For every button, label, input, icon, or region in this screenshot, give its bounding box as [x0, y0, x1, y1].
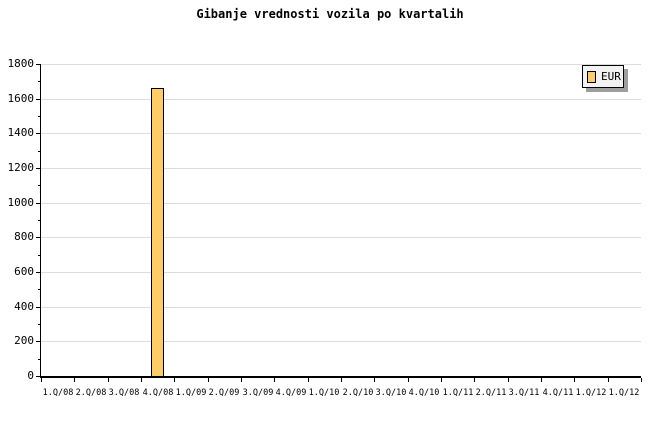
legend: EUR	[582, 65, 624, 88]
y-tick-label: 1000	[7, 196, 35, 209]
y-tick-label: 1200	[7, 161, 35, 174]
x-axis-tick	[641, 378, 642, 382]
y-axis-tick	[36, 99, 41, 100]
y-axis-minor-tick	[38, 220, 41, 221]
gridline	[41, 64, 641, 65]
x-tick-label: 4.Q/09	[275, 388, 307, 398]
x-axis-tick	[41, 378, 42, 382]
x-axis-tick	[541, 378, 542, 382]
y-axis-tick	[36, 376, 41, 377]
x-tick-label: 1.Q/11	[442, 388, 474, 398]
y-tick-label: 200	[14, 334, 34, 347]
x-tick-label: 2.Q/11	[475, 388, 507, 398]
x-axis-tick	[474, 378, 475, 382]
x-tick-label: 1.Q/08	[42, 388, 74, 398]
x-axis-tick	[408, 378, 409, 382]
gridline	[41, 272, 641, 273]
gridline	[41, 99, 641, 100]
y-axis-minor-tick	[38, 151, 41, 152]
x-tick-label: 2.Q/09	[208, 388, 240, 398]
x-axis-line	[40, 376, 641, 378]
gridline	[41, 133, 641, 134]
y-tick-label: 1800	[7, 57, 35, 70]
x-tick-label: 2.Q/10	[342, 388, 374, 398]
y-axis-tick	[36, 237, 41, 238]
y-axis-tick	[36, 64, 41, 65]
y-axis-tick	[36, 272, 41, 273]
x-tick-label: 1.Q/12	[575, 388, 607, 398]
x-axis-tick	[274, 378, 275, 382]
y-tick-label: 600	[14, 265, 34, 278]
legend-swatch-eur	[587, 70, 596, 83]
x-tick-label: 1.Q/12	[608, 388, 640, 398]
x-axis-tick	[108, 378, 109, 382]
legend-label: EUR	[601, 69, 621, 83]
gridline	[41, 168, 641, 169]
x-tick-label: 3.Q/08	[108, 388, 140, 398]
x-axis-tick	[441, 378, 442, 382]
x-tick-label: 3.Q/11	[508, 388, 540, 398]
x-tick-label: 4.Q/08	[142, 388, 174, 398]
y-tick-label: 0	[27, 369, 34, 382]
x-tick-label: 3.Q/10	[375, 388, 407, 398]
y-axis-line	[40, 64, 41, 378]
y-tick-label: 1600	[7, 92, 35, 105]
x-axis-tick	[574, 378, 575, 382]
x-tick-label: 2.Q/08	[75, 388, 107, 398]
gridline	[41, 237, 641, 238]
bar-4.Q/08	[151, 88, 164, 376]
x-axis-tick	[208, 378, 209, 382]
x-axis-tick	[74, 378, 75, 382]
x-tick-label: 1.Q/09	[175, 388, 207, 398]
x-tick-label: 4.Q/11	[542, 388, 574, 398]
x-axis-tick	[241, 378, 242, 382]
y-tick-label: 800	[14, 230, 34, 243]
y-axis-minor-tick	[38, 289, 41, 290]
gridline	[41, 341, 641, 342]
y-axis-tick	[36, 168, 41, 169]
y-axis-tick	[36, 341, 41, 342]
y-axis-minor-tick	[38, 359, 41, 360]
y-axis-minor-tick	[38, 255, 41, 256]
y-axis-tick	[36, 203, 41, 204]
gridline	[41, 203, 641, 204]
y-tick-label: 400	[14, 300, 34, 313]
x-axis-tick	[308, 378, 309, 382]
x-axis-tick	[174, 378, 175, 382]
y-tick-label: 1400	[7, 126, 35, 139]
y-axis-tick	[36, 307, 41, 308]
x-axis-tick	[141, 378, 142, 382]
gridline	[41, 307, 641, 308]
x-axis-tick	[374, 378, 375, 382]
x-axis-tick	[508, 378, 509, 382]
chart-title: Gibanje vrednosti vozila po kvartalih	[196, 7, 464, 21]
y-axis-minor-tick	[38, 324, 41, 325]
x-tick-label: 4.Q/10	[408, 388, 440, 398]
y-axis-minor-tick	[38, 185, 41, 186]
x-axis-tick	[608, 378, 609, 382]
x-tick-label: 3.Q/09	[242, 388, 274, 398]
y-axis-tick	[36, 133, 41, 134]
y-axis-minor-tick	[38, 116, 41, 117]
x-axis-tick	[341, 378, 342, 382]
y-axis-minor-tick	[38, 81, 41, 82]
x-tick-label: 1.Q/10	[308, 388, 340, 398]
